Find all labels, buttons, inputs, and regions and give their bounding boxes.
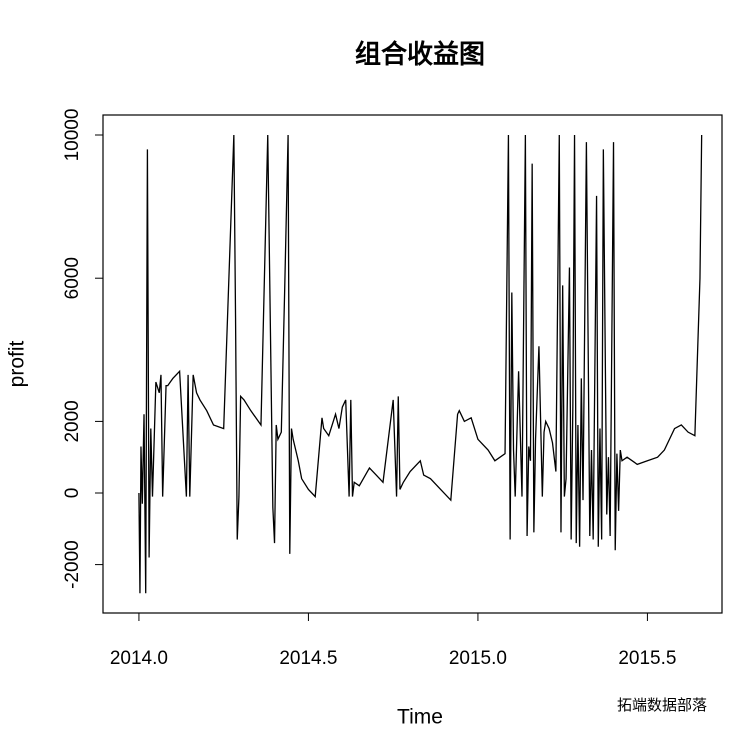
x-tick-label: 2015.5 — [618, 648, 676, 669]
y-tick-label: 2000 — [62, 400, 83, 442]
x-axis-label: Time — [397, 706, 443, 729]
chart-title: 组合收益图 — [355, 39, 485, 69]
y-tick-label: 10000 — [62, 109, 83, 162]
plot-frame — [102, 114, 723, 614]
x-tick-label: 2015.0 — [449, 648, 507, 669]
y-tick-label: -2000 — [62, 540, 83, 589]
y-tick-label: 0 — [62, 488, 83, 499]
x-tick-label: 2014.0 — [110, 648, 168, 669]
data-line — [138, 134, 703, 594]
y-tick-label: 6000 — [62, 257, 83, 299]
y-axis-label: profit — [6, 340, 29, 387]
watermark: 拓端数据部落 — [617, 697, 707, 714]
x-tick-label: 2014.5 — [279, 648, 337, 669]
